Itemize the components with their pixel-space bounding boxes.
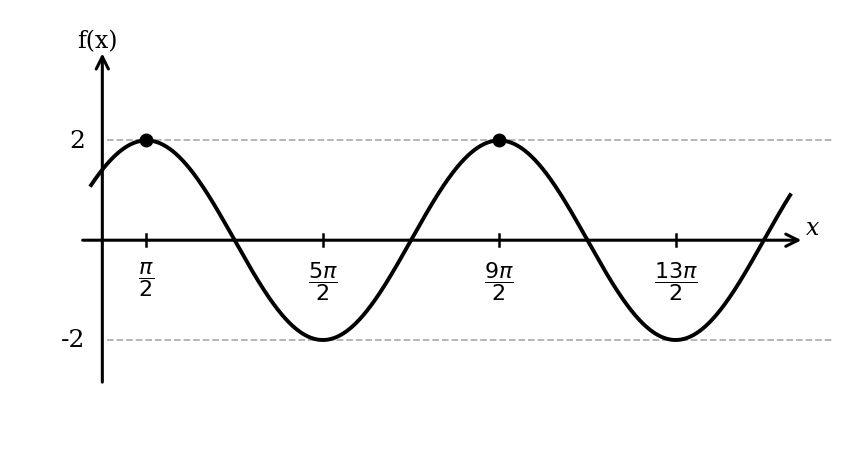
Text: -2: -2 [61,329,86,352]
Text: f(x): f(x) [77,30,118,53]
Text: 2: 2 [69,129,86,152]
Text: x: x [806,217,819,239]
Text: $\dfrac{13\pi}{2}$: $\dfrac{13\pi}{2}$ [654,260,698,303]
Text: $\dfrac{5\pi}{2}$: $\dfrac{5\pi}{2}$ [308,260,338,303]
Text: $\dfrac{\pi}{2}$: $\dfrac{\pi}{2}$ [138,260,154,299]
Text: $\dfrac{9\pi}{2}$: $\dfrac{9\pi}{2}$ [484,260,514,303]
